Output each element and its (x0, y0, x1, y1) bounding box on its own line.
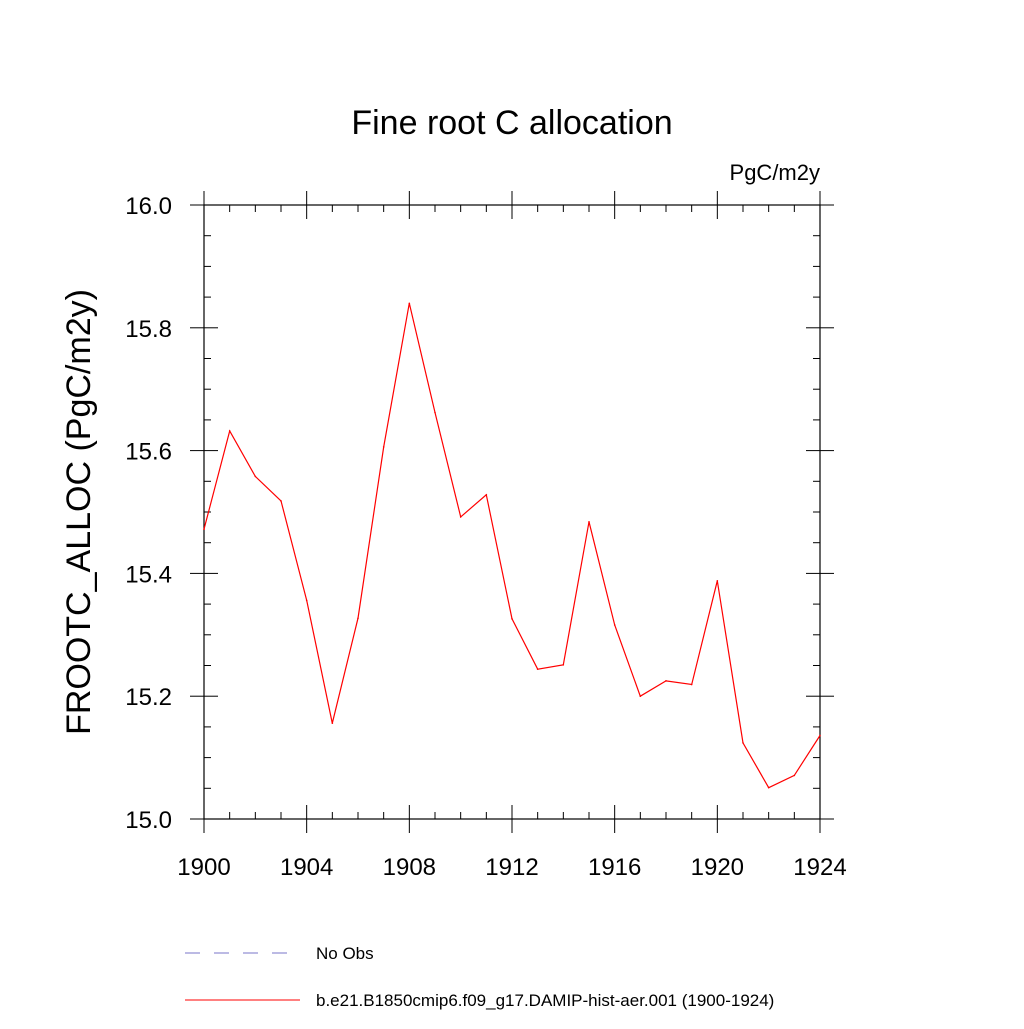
data-point (562, 664, 565, 666)
axis-ticks: 1900 1904 1908 1912 1916 1920 1924 15.0 15.2 15.4… (125, 191, 847, 881)
data-point (331, 722, 334, 725)
x-tick-label: 1920 (691, 854, 744, 881)
y-tick-label: 15.6 (125, 439, 172, 466)
y-axis-label: FROOTC_ALLOC (PgC/m2y) (60, 289, 98, 735)
data-point (511, 618, 513, 620)
x-tick-label: 1904 (280, 854, 333, 881)
data-point (613, 624, 616, 626)
data-point (716, 579, 719, 582)
data-point (280, 500, 282, 502)
legend-label: b.e21.B1850cmip6.f09_g17.DAMIP-hist-aer.… (316, 991, 774, 1010)
data-point (459, 516, 462, 518)
data-point (382, 446, 385, 448)
series-line-0 (203, 303, 821, 789)
data-point (485, 494, 488, 496)
data-point (639, 695, 642, 697)
data-point (588, 521, 590, 523)
x-tick-label: 1916 (588, 854, 641, 881)
data-point (203, 528, 205, 530)
y-tick-label: 15.2 (125, 684, 172, 711)
data-point (767, 786, 770, 789)
data-point (254, 475, 257, 478)
data-point (357, 617, 359, 620)
y-tick-label: 15.4 (125, 561, 172, 588)
chart-title: Fine root C allocation (351, 104, 672, 142)
data-point (793, 774, 796, 777)
data-point (819, 734, 821, 737)
x-tick-label: 1924 (793, 854, 846, 881)
data-point (228, 430, 231, 432)
series-layer (203, 302, 821, 789)
data-point (408, 302, 411, 305)
y-tick-label: 16.0 (125, 193, 172, 220)
legend: No Obs b.e21.B1850cmip6.f09_g17.DAMIP-his… (185, 944, 774, 1010)
y-tick-label: 15.0 (125, 807, 172, 834)
legend-label: No Obs (316, 944, 374, 963)
data-point (665, 680, 667, 682)
data-point (690, 683, 693, 686)
x-tick-label: 1900 (177, 854, 230, 881)
data-point (434, 411, 436, 414)
data-point (305, 599, 308, 602)
x-tick-label: 1912 (485, 854, 538, 881)
y-tick-label: 15.8 (125, 316, 172, 343)
data-point (536, 668, 539, 670)
plot-frame (203, 204, 821, 820)
x-tick-label: 1908 (383, 854, 436, 881)
units-label: PgC/m2y (730, 160, 820, 185)
data-point (742, 742, 744, 744)
